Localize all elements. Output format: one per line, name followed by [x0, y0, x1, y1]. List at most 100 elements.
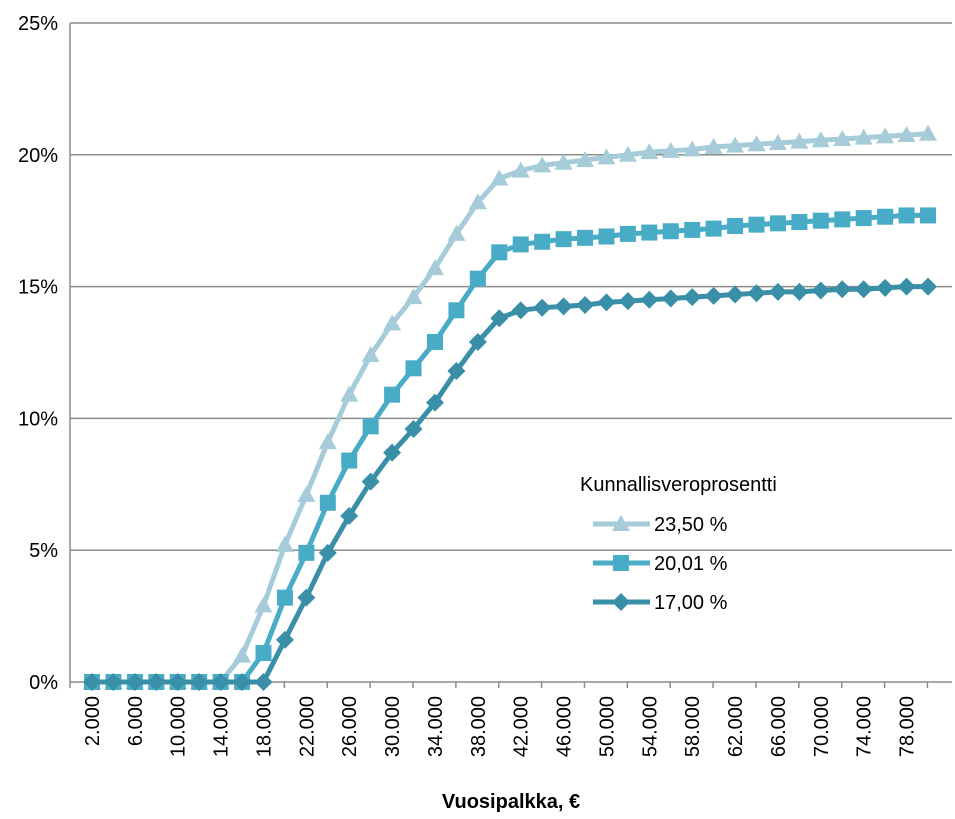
data-point-diamond	[919, 277, 937, 296]
data-point-square	[577, 229, 594, 246]
data-point-triangle	[361, 346, 380, 363]
series-1	[83, 124, 937, 689]
series-line	[92, 284, 928, 685]
y-tick-label: 5%	[29, 540, 58, 562]
data-point-triangle	[576, 151, 595, 168]
data-point-diamond	[618, 292, 637, 311]
data-point-triangle	[726, 136, 745, 153]
data-point-diamond	[533, 298, 552, 317]
data-point-diamond	[340, 506, 359, 525]
x-tick-label: 6.000	[125, 696, 147, 746]
data-point-square	[426, 333, 443, 350]
data-point-square	[276, 589, 293, 606]
data-point-triangle	[640, 143, 659, 160]
data-point-diamond	[854, 280, 873, 299]
data-point-diamond	[83, 673, 101, 691]
data-point-triangle	[383, 314, 402, 331]
legend-item: 23,50 %	[593, 514, 728, 536]
data-point-square	[641, 224, 658, 241]
data-point-triangle	[811, 131, 830, 148]
x-tick-label: 54.000	[639, 696, 661, 757]
data-point-diamond	[597, 293, 616, 312]
data-point-diamond	[168, 673, 187, 691]
data-point-triangle	[275, 535, 294, 552]
x-tick-label: 2.000	[82, 696, 104, 746]
x-tick-label: 66.000	[768, 696, 790, 757]
legend-label: 23,50 %	[654, 514, 728, 536]
x-tick-label: 38.000	[468, 696, 490, 757]
x-tick-label: 46.000	[554, 696, 576, 757]
data-point-triangle	[554, 153, 573, 170]
data-point-triangle	[468, 193, 487, 210]
data-point-diamond	[897, 277, 916, 296]
data-point-diamond	[361, 472, 380, 491]
data-point-square	[812, 212, 829, 229]
data-point-square	[384, 386, 401, 403]
data-point-diamond	[254, 673, 273, 691]
data-point-triangle	[747, 135, 766, 152]
data-point-square	[877, 208, 894, 225]
data-point-diamond	[768, 282, 787, 301]
data-point-diamond	[468, 332, 487, 351]
data-point-triangle	[661, 141, 680, 158]
data-point-square	[791, 214, 808, 231]
y-axis-tick-labels: 0% 5% 10% 15% 20% 25%	[18, 13, 58, 694]
x-tick-label: 78.000	[897, 696, 919, 757]
data-point-triangle	[340, 385, 359, 402]
data-point-diamond	[576, 296, 595, 315]
data-point-diamond	[704, 286, 723, 305]
data-point-triangle	[404, 288, 423, 305]
data-point-square	[834, 211, 851, 228]
data-point-diamond	[661, 289, 680, 308]
data-point-square	[705, 220, 722, 237]
data-point-square	[405, 360, 422, 377]
data-point-triangle	[618, 145, 637, 162]
data-point-diamond	[726, 285, 745, 304]
data-point-square	[769, 215, 786, 232]
data-point-square	[855, 210, 872, 227]
data-point-diamond	[383, 443, 402, 462]
data-point-square	[598, 228, 615, 245]
data-point-diamond	[147, 673, 166, 691]
data-series	[83, 124, 937, 691]
series-3	[83, 277, 937, 691]
data-point-square	[920, 207, 936, 224]
data-point-square	[684, 221, 701, 238]
x-tick-label: 22.000	[296, 696, 318, 757]
data-point-diamond	[833, 280, 852, 299]
data-point-diamond	[404, 419, 423, 438]
data-point-square	[748, 216, 765, 233]
data-point-triangle	[876, 127, 895, 144]
data-point-square	[898, 207, 915, 224]
data-point-square	[255, 645, 272, 662]
data-point-diamond	[811, 281, 830, 300]
data-point-triangle	[297, 485, 316, 502]
data-point-diamond	[125, 673, 144, 691]
data-point-square	[298, 544, 315, 561]
data-point-square	[491, 244, 508, 261]
data-point-diamond	[683, 288, 702, 307]
x-tick-label: 70.000	[811, 696, 833, 757]
y-tick-label: 10%	[18, 408, 58, 430]
x-tick-label: 18.000	[253, 696, 275, 757]
data-point-triangle	[318, 433, 337, 450]
data-point-square	[448, 302, 465, 319]
data-point-diamond	[640, 290, 659, 309]
data-point-triangle	[447, 224, 466, 241]
x-tick-label: 62.000	[725, 696, 747, 757]
data-point-square	[341, 452, 358, 469]
data-point-triangle	[854, 128, 873, 145]
data-point-diamond	[275, 630, 294, 649]
data-point-diamond	[297, 588, 316, 607]
data-point-diamond	[190, 673, 209, 691]
data-point-triangle	[897, 126, 916, 143]
data-point-diamond	[425, 393, 444, 412]
x-tick-label: 10.000	[168, 696, 190, 757]
data-point-triangle	[768, 133, 787, 150]
x-axis-title: Vuosipalkka, €	[442, 791, 580, 813]
data-point-triangle	[533, 156, 552, 173]
data-point-triangle	[612, 515, 630, 531]
data-point-diamond	[876, 278, 895, 297]
